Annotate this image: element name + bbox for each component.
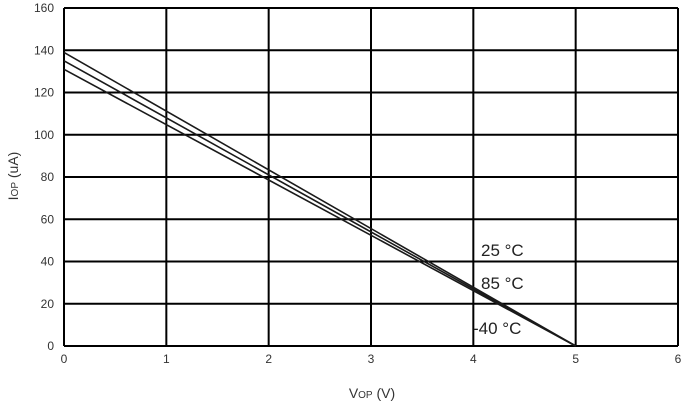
- y-tick-labels: 0 20 40 60 80 100 120 140 160: [34, 1, 54, 353]
- x-tick-labels: 0 1 2 3 4 5 6: [61, 352, 682, 366]
- y-tick-label: 80: [41, 170, 55, 184]
- y-tick-label: 20: [41, 297, 55, 311]
- y-tick-label: 60: [41, 212, 55, 226]
- series-line-0: [63, 51, 577, 347]
- series-lines: [63, 51, 577, 347]
- series-labels: 25 °C 85 °C -40 °C: [473, 241, 524, 338]
- x-tick-label: 0: [61, 352, 68, 366]
- x-tick-label: 5: [572, 352, 579, 366]
- y-axis-title: IOP (uA): [5, 152, 21, 201]
- x-axis-title: VOP (V): [349, 385, 395, 401]
- series-label-2: -40 °C: [473, 319, 521, 338]
- x-tick-label: 1: [163, 352, 170, 366]
- x-tick-label: 2: [265, 352, 272, 366]
- y-tick-label: 40: [41, 255, 55, 269]
- x-tick-label: 4: [470, 352, 477, 366]
- series-label-1: 85 °C: [481, 274, 524, 293]
- series-line-2: [63, 68, 577, 347]
- series-line-1: [63, 60, 577, 347]
- x-tick-label: 6: [675, 352, 682, 366]
- y-tick-label: 120: [34, 86, 54, 100]
- y-tick-label: 0: [47, 339, 54, 353]
- y-tick-label: 160: [34, 1, 54, 15]
- y-tick-label: 100: [34, 128, 54, 142]
- series-label-0: 25 °C: [481, 241, 524, 260]
- grid-lines: [63, 7, 679, 347]
- y-tick-label: 140: [34, 43, 54, 57]
- x-tick-label: 3: [368, 352, 375, 366]
